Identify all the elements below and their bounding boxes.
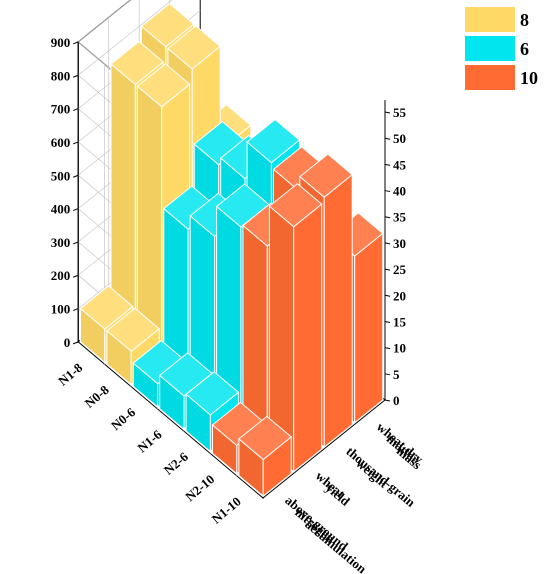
category-label: N1-6	[134, 426, 164, 455]
bar-top	[246, 118, 301, 164]
right-axis-tick	[384, 347, 391, 350]
bar-10-N1-10-g1	[238, 415, 292, 498]
left-axis-tick	[73, 74, 79, 78]
left-axis-tick	[73, 174, 79, 178]
right-axis-tick-label: 35	[393, 210, 407, 225]
legend-label: 6	[520, 39, 529, 59]
left-axis-tick-label: 0	[64, 335, 71, 350]
bar-top	[136, 63, 191, 108]
legend-swatch	[465, 7, 515, 32]
group-label-line: accumulation	[302, 517, 370, 574]
right-axis-tick-label: 5	[393, 367, 400, 382]
left-axis-tick-label: 800	[51, 68, 71, 83]
right-axis-tick-label: 20	[393, 288, 406, 303]
bar-top	[79, 285, 134, 330]
category-label: N0-6	[108, 404, 138, 433]
left-axis-tick	[73, 141, 79, 145]
left-axis-tick-label: 300	[51, 235, 71, 250]
left-axis-tick-label: 200	[51, 268, 71, 283]
left-axis-tick	[73, 308, 79, 312]
category-label: N1-10	[209, 494, 244, 527]
right-axis-tick	[384, 399, 391, 402]
bar-top	[299, 153, 353, 198]
category-label: N1-8	[55, 360, 85, 389]
right-axis-tick-label: 30	[393, 236, 406, 251]
right-axis-tick-label: 45	[393, 157, 407, 172]
legend: 8 6 10	[465, 7, 538, 90]
right-axis-tick-label: 10	[393, 341, 406, 356]
right-axis-tick-label: 55	[393, 105, 407, 120]
bar-top	[238, 415, 292, 461]
left-axis-tick-label: 900	[51, 35, 71, 50]
legend-swatch	[465, 36, 515, 61]
legend-label: 10	[520, 68, 538, 88]
right-axis-tick-label: 15	[393, 314, 407, 329]
bar-top	[167, 25, 221, 70]
legend-swatch	[465, 65, 515, 90]
right-axis-ticks: 0 5 10 15 20 25 30 35 40 45 50 55	[384, 100, 407, 408]
left-axis-tick	[73, 108, 79, 112]
right-axis-tick	[384, 163, 391, 166]
left-axis-tick	[73, 41, 79, 45]
right-axis-tick	[384, 268, 391, 271]
left-axis-tick	[73, 241, 79, 245]
right-axis-tick	[384, 190, 391, 193]
bar-top	[268, 182, 323, 228]
bar-top	[140, 2, 195, 48]
bar-front	[323, 173, 353, 449]
category-label: N2-6	[161, 449, 191, 478]
category-label: N0-8	[82, 382, 112, 411]
left-axis-tick	[73, 341, 79, 345]
left-axis-tick	[73, 274, 79, 278]
legend-label: 8	[520, 10, 529, 30]
right-axis-tick	[384, 373, 391, 376]
bar-front	[354, 232, 384, 424]
right-axis-tick-label: 40	[393, 184, 406, 199]
left-axis-tick-label: 600	[51, 135, 71, 150]
left-axis-tick-label: 500	[51, 168, 71, 183]
right-axis-tick-label: 0	[393, 393, 400, 408]
right-axis-tick	[384, 111, 391, 114]
bar-top	[185, 371, 240, 416]
bar-front	[293, 203, 323, 473]
right-axis-tick-label: 25	[393, 262, 407, 277]
bar-top	[110, 40, 165, 86]
left-axis-tick-label: 100	[51, 302, 71, 317]
left-axis-ticks: 0 100 200 300 400 500 600 700 800 900	[51, 35, 79, 350]
right-axis-tick	[384, 242, 391, 245]
category-label: N2-10	[182, 471, 217, 504]
left-axis-tick	[73, 208, 79, 212]
bar-top	[106, 307, 160, 352]
right-axis-tick	[384, 137, 391, 140]
right-axis-tick	[384, 294, 391, 297]
bars-layer	[79, 2, 384, 498]
right-axis-tick	[384, 320, 391, 323]
left-axis-tick-label: 400	[51, 202, 71, 217]
left-axis-tick-label: 700	[51, 102, 71, 117]
right-axis-tick-label: 50	[393, 131, 406, 146]
right-axis-tick	[384, 216, 391, 219]
